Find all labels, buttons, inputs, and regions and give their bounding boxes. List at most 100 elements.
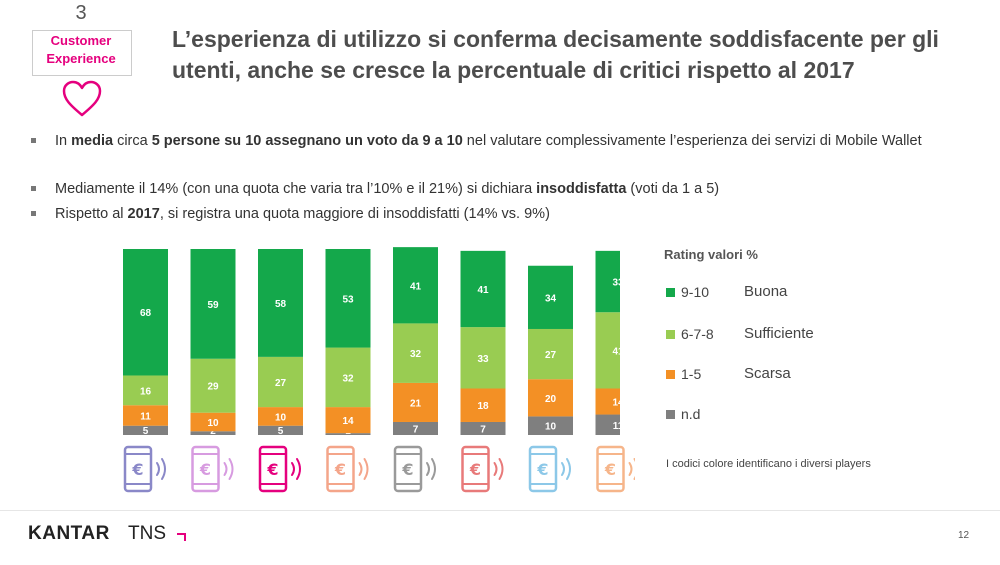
data-label: 2 — [210, 426, 216, 437]
bar-segment — [325, 347, 371, 408]
bar-segment — [528, 265, 573, 329]
bar-segment — [123, 425, 168, 435]
data-label: 41 — [477, 285, 489, 296]
bar-segment — [393, 382, 438, 422]
data-label: 27 — [275, 378, 287, 389]
bar-segment — [528, 416, 573, 435]
bullet-text-run: nel valutare complessivamente l’esperien… — [462, 133, 922, 149]
bullet-text-run: 5 persone su 10 assegnano un voto da 9 a… — [151, 133, 463, 149]
bar-segment — [460, 421, 506, 435]
badge-label-line2: Experience — [46, 51, 116, 66]
kantar-logo: KANTAR — [28, 523, 110, 544]
bar-segment — [393, 323, 438, 383]
bar-segment — [595, 250, 620, 313]
data-label: 16 — [140, 386, 152, 397]
mobile-wallet-phone-icon: € — [326, 445, 369, 493]
legend-code: n.d — [681, 406, 701, 422]
mobile-wallet-phone-icon: € — [461, 445, 504, 493]
bar-segment — [258, 407, 303, 426]
data-label: 33 — [477, 354, 489, 365]
stacked-bar-chart: 5111668210295951027581143253721324171833… — [123, 247, 620, 437]
bar-segment — [123, 405, 168, 426]
mobile-wallet-phone-icon: € — [596, 445, 635, 493]
badge-label-line1: Customer — [50, 33, 112, 48]
legend-swatch — [666, 370, 675, 379]
bullet-marker — [31, 211, 36, 216]
legend-swatch — [666, 410, 675, 419]
legend-label: Buona — [744, 283, 788, 300]
data-label: 29 — [207, 382, 219, 393]
data-label: 18 — [477, 401, 489, 412]
badge-frame — [32, 30, 132, 76]
data-label: 14 — [612, 398, 620, 409]
data-label: 7 — [413, 424, 419, 435]
tns-logo: TNS — [128, 523, 166, 544]
data-label: 59 — [207, 300, 219, 311]
bar-segment — [460, 388, 506, 422]
bar-segment — [393, 247, 438, 324]
bullet-marker — [31, 138, 36, 143]
data-label: 11 — [140, 411, 151, 422]
svg-text:€: € — [334, 460, 346, 479]
svg-text:€: € — [199, 460, 211, 479]
bar-segment — [595, 388, 620, 415]
svg-text:€: € — [469, 460, 481, 479]
bullet-3: Rispetto al 2017, si registra una quota … — [31, 204, 955, 224]
footer-divider — [0, 510, 1000, 511]
data-label: 10 — [545, 422, 557, 433]
data-label: 58 — [275, 299, 287, 310]
page-number: 12 — [958, 530, 970, 541]
bar-segment — [460, 250, 506, 328]
mobile-wallet-phone-icon: € — [258, 445, 301, 493]
bar-segment — [528, 328, 573, 380]
data-label: 34 — [545, 293, 557, 304]
svg-text:€: € — [604, 460, 616, 479]
logo-arrow-icon — [177, 533, 186, 541]
bullet-text: Mediamente il 14% (con una quota che var… — [55, 181, 719, 197]
page-title: L’esperienza di utilizzo si conferma dec… — [172, 26, 939, 83]
bar-segment — [258, 249, 303, 357]
bar-segment — [258, 356, 303, 408]
bullet-text-run: (voti da 1 a 5) — [626, 181, 720, 197]
mobile-wallet-phone-icon: € — [191, 445, 234, 493]
bar-segment — [393, 421, 438, 435]
bar-segment — [123, 249, 168, 376]
legend-code: 6-7-8 — [681, 326, 714, 342]
bar-segment — [190, 249, 236, 359]
data-label: 7 — [480, 424, 486, 435]
bullet-text-run: , si registra una quota maggiore di inso… — [159, 206, 550, 222]
bullet-marker — [31, 186, 36, 191]
legend-label: Scarsa — [744, 365, 791, 382]
mobile-wallet-phone-icon: € — [393, 445, 436, 493]
legend-title: Rating valori % — [664, 247, 758, 262]
bullet-text-run: In — [55, 133, 72, 149]
mobile-wallet-phone-icon: € — [123, 445, 166, 493]
data-label: 10 — [275, 412, 287, 423]
data-label: 10 — [207, 418, 219, 429]
data-label: 11 — [613, 421, 620, 432]
bullet-text-run: Mediamente il 14% (con una quota che var… — [55, 181, 537, 197]
legend-code: 1-5 — [681, 366, 702, 382]
bar-segment — [258, 425, 303, 435]
data-label: 21 — [410, 398, 422, 409]
legend-swatch — [666, 288, 675, 297]
bar-segment — [528, 379, 573, 417]
legend-label: Sufficiente — [744, 325, 814, 342]
bullet-text: In media circa 5 persone su 10 assegnano… — [55, 133, 922, 149]
data-label: 32 — [342, 373, 354, 384]
legend-code: 9-10 — [681, 284, 710, 300]
data-label: 5 — [143, 426, 149, 437]
svg-text:€: € — [536, 460, 548, 479]
bar-segment — [325, 433, 371, 435]
svg-text:€: € — [266, 460, 278, 479]
bullet-text-run: insoddisfatta — [536, 181, 627, 197]
svg-text:€: € — [401, 460, 413, 479]
bullet-1: In media circa 5 persone su 10 assegnano… — [31, 131, 955, 151]
data-label: 53 — [342, 294, 354, 305]
bar-segment — [595, 312, 620, 389]
bullet-text: Rispetto al 2017, si registra una quota … — [55, 206, 550, 222]
data-label: 33 — [612, 278, 620, 289]
bullet-text-run: circa — [113, 133, 152, 149]
data-label: 14 — [342, 416, 354, 427]
bullet-2: Mediamente il 14% (con una quota che var… — [31, 179, 955, 199]
